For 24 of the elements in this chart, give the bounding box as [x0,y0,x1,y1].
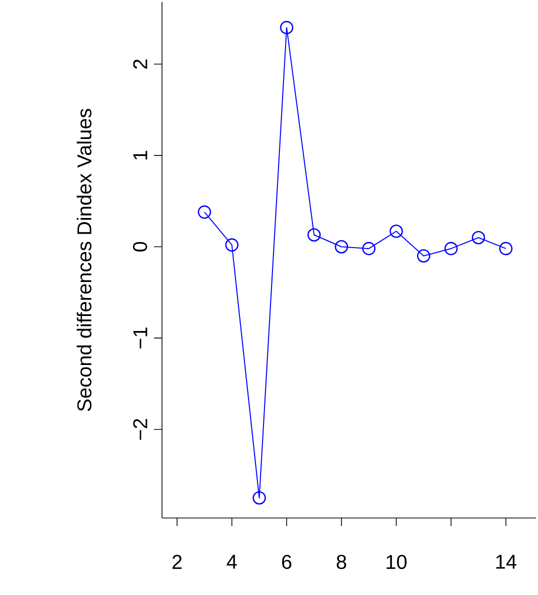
point [280,20,294,34]
y-tick-label: 0 [132,242,148,252]
x-tick-label: 4 [226,554,237,569]
point [472,230,486,244]
x-tick-label: 8 [336,554,346,570]
y-tick-label: −1 [133,328,148,348]
point [252,491,266,505]
x-tick-label: 6 [282,554,292,570]
y-tick-label: −2 [133,419,148,440]
point [417,249,430,263]
point [307,228,321,242]
point [334,240,348,254]
point [499,242,512,256]
point [390,224,403,238]
point [198,205,212,219]
x-tick-label: 14 [496,554,516,569]
point [362,242,376,256]
y-tick-label: 1 [133,150,148,160]
y-axis-title: Second differences Dindex Values [76,108,92,412]
point [225,238,239,252]
y-tick-label: 2 [133,60,148,69]
x-tick-label: 2 [172,554,182,569]
point [444,242,458,256]
x-tick-label: 10 [386,554,407,570]
